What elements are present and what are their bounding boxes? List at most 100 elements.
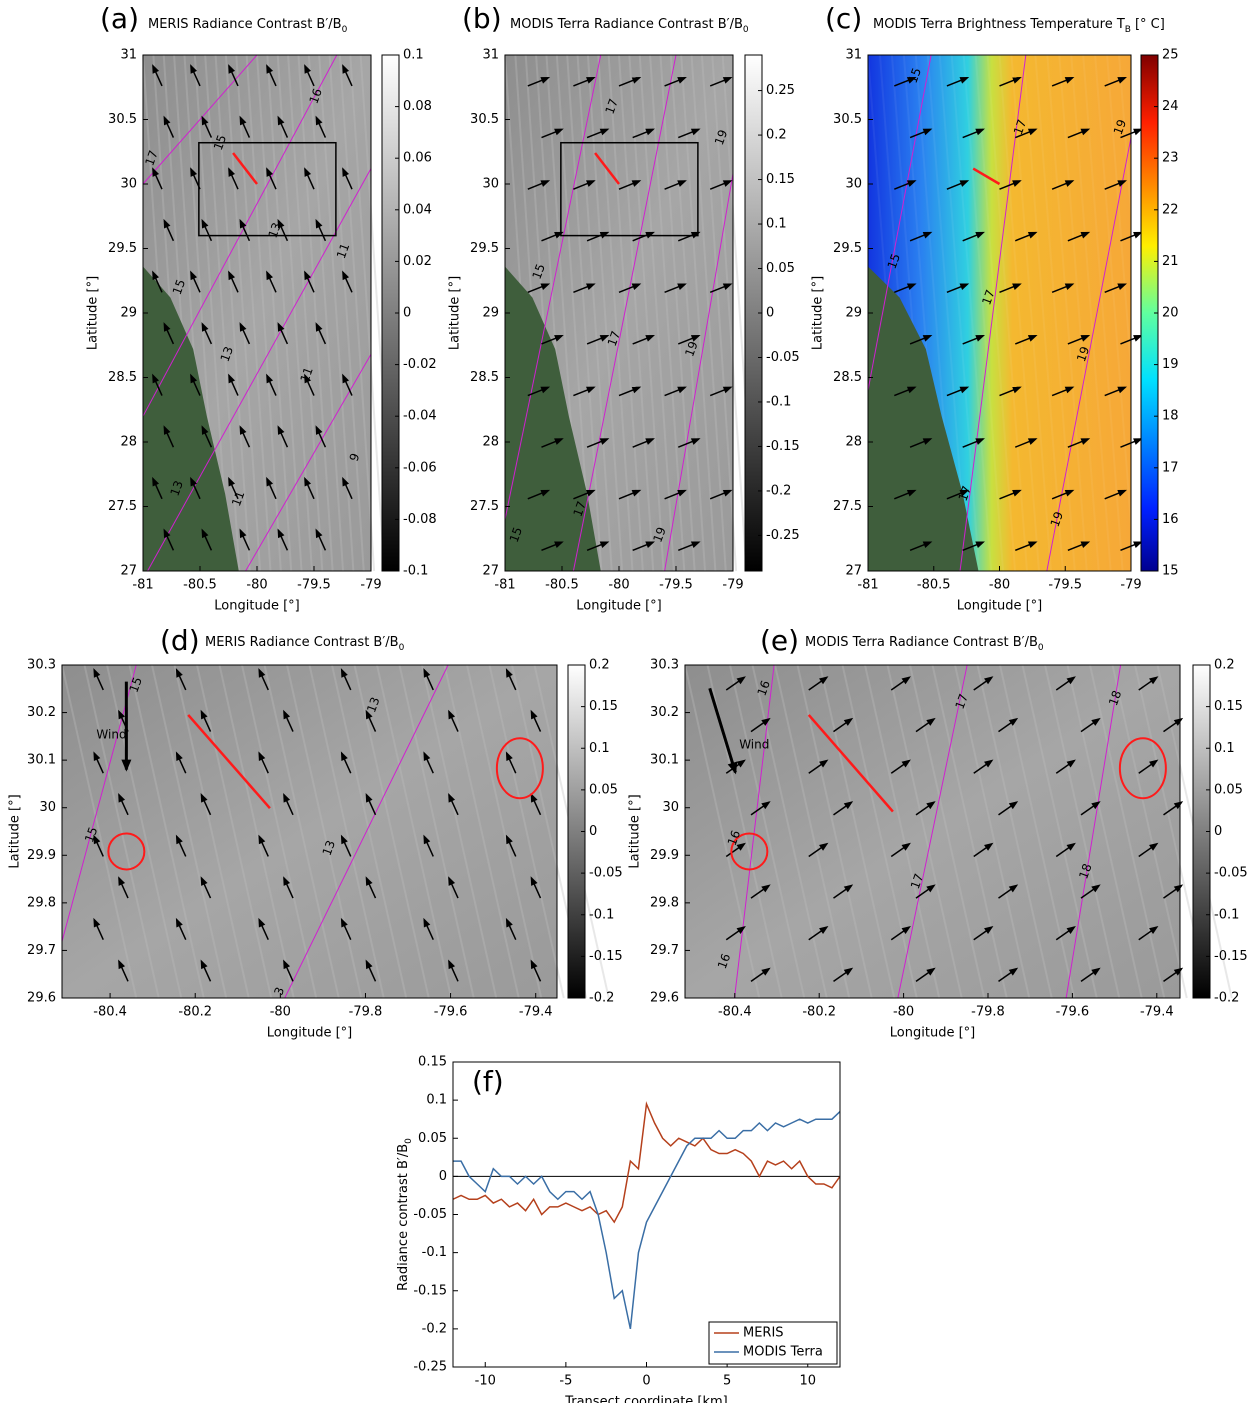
x-tick-label: -80.2 [802,1005,836,1020]
arrow-head [540,180,551,187]
colorbar-tick-label: 0.04 [403,202,432,217]
arrow-head [315,425,323,435]
annotation: 13 [364,695,382,714]
annotation: 15 [530,262,548,281]
texture [986,54,1028,572]
x-tick-label: -79 [722,578,743,593]
colorbar-tick-label: -0.02 [403,357,437,372]
colorbar-tick-label: 0.05 [1214,782,1243,797]
arrow-head [975,128,985,136]
x-tick-label: -80 [608,578,629,593]
texture [819,664,896,999]
arrow-head [304,373,312,384]
colorbar-tick-label: 0.08 [403,99,432,114]
arrow-head [201,528,209,539]
y-tick-label: 0.1 [426,1093,447,1108]
arrow-head [315,218,323,229]
arrow-head [1008,967,1019,976]
texture [962,54,1005,572]
arrow-head [163,528,171,539]
arrow-head [736,925,746,934]
y-tick-label: 27 [120,564,137,579]
annotation: 15 [211,133,229,152]
colorbar-tick-label: 18 [1162,409,1179,424]
arrow-head [93,668,101,678]
arrow-head [761,884,771,893]
texture [297,54,334,572]
y-tick-label: 29 [482,306,499,321]
arrow-head [163,218,171,229]
colorbar-tick-label: 0.1 [403,48,424,63]
annotation: 9 [347,451,363,463]
arrow-head [304,270,312,281]
arrow-head [505,834,513,845]
arrow-head [93,834,101,845]
texture [466,664,543,999]
texture [1082,54,1124,572]
arrow-head [727,761,738,775]
y-tick-label: 30 [120,177,137,192]
arrow-head [1091,967,1101,976]
colorbar-tick-label: 23 [1162,151,1179,166]
arrow-head [200,876,208,886]
panel-label: (e) [760,624,799,657]
x-axis-label: Longitude [°] [890,1026,975,1041]
arrow-head [975,335,985,342]
arrow-head [645,128,655,136]
y-tick-label: 30 [482,177,499,192]
colorbar-tick-label: 22 [1162,202,1179,217]
y-tick-label: 30.5 [108,112,137,127]
arrow-head [906,283,917,291]
annotation: 17 [602,97,620,116]
arrow-head [342,167,350,177]
arrow-head [722,386,733,394]
arrow-head [1091,801,1101,810]
arrow-head [1117,77,1127,84]
arrow-head [304,476,312,487]
legend-label: MERIS [743,1326,784,1341]
y-tick-label: 30 [39,800,56,815]
y-tick-label: 29.9 [27,848,56,863]
arrow-head [163,115,171,126]
x-tick-label: -79.5 [297,578,331,593]
texture [376,664,453,999]
arrow-head [448,959,456,970]
annotation: 13 [218,345,236,364]
arrow-head [843,884,854,893]
arrow-head [906,386,917,394]
texture [245,54,282,572]
texture [841,664,918,999]
texture [1106,54,1148,572]
arrow-head [152,64,160,74]
arrow-head [200,959,208,970]
texture [649,54,686,572]
arrow-head [93,751,101,761]
arrow-head [926,884,936,893]
annotation: 15 [906,66,924,85]
arrow-head [819,676,829,685]
arrow-head [959,180,970,187]
y-tick-label: 0.15 [418,1055,447,1070]
y-axis-label: Latitude [°] [86,276,101,350]
arrow-head [423,917,431,928]
colorbar-tick-label: -0.1 [403,564,428,579]
texture [680,54,717,572]
arrow-head [340,668,348,678]
y-tick-label: 0 [439,1169,447,1184]
arrow-head [201,322,209,332]
y-tick-label: 31 [845,48,862,63]
arrow-head [258,917,266,928]
panel-label: (d) [160,624,200,657]
colorbar-tick-label: -0.05 [589,866,623,881]
arrow-head [190,270,198,281]
arrow-head [645,541,655,549]
land [143,266,239,571]
arrow-head [1091,884,1101,893]
arrow-head [228,64,236,74]
arrow-head [228,270,236,281]
legend-label: MODIS Terra [743,1345,823,1360]
arrow-head [843,967,854,976]
arrow-head [530,876,538,886]
arrow-head [304,64,312,74]
texture [711,54,748,572]
